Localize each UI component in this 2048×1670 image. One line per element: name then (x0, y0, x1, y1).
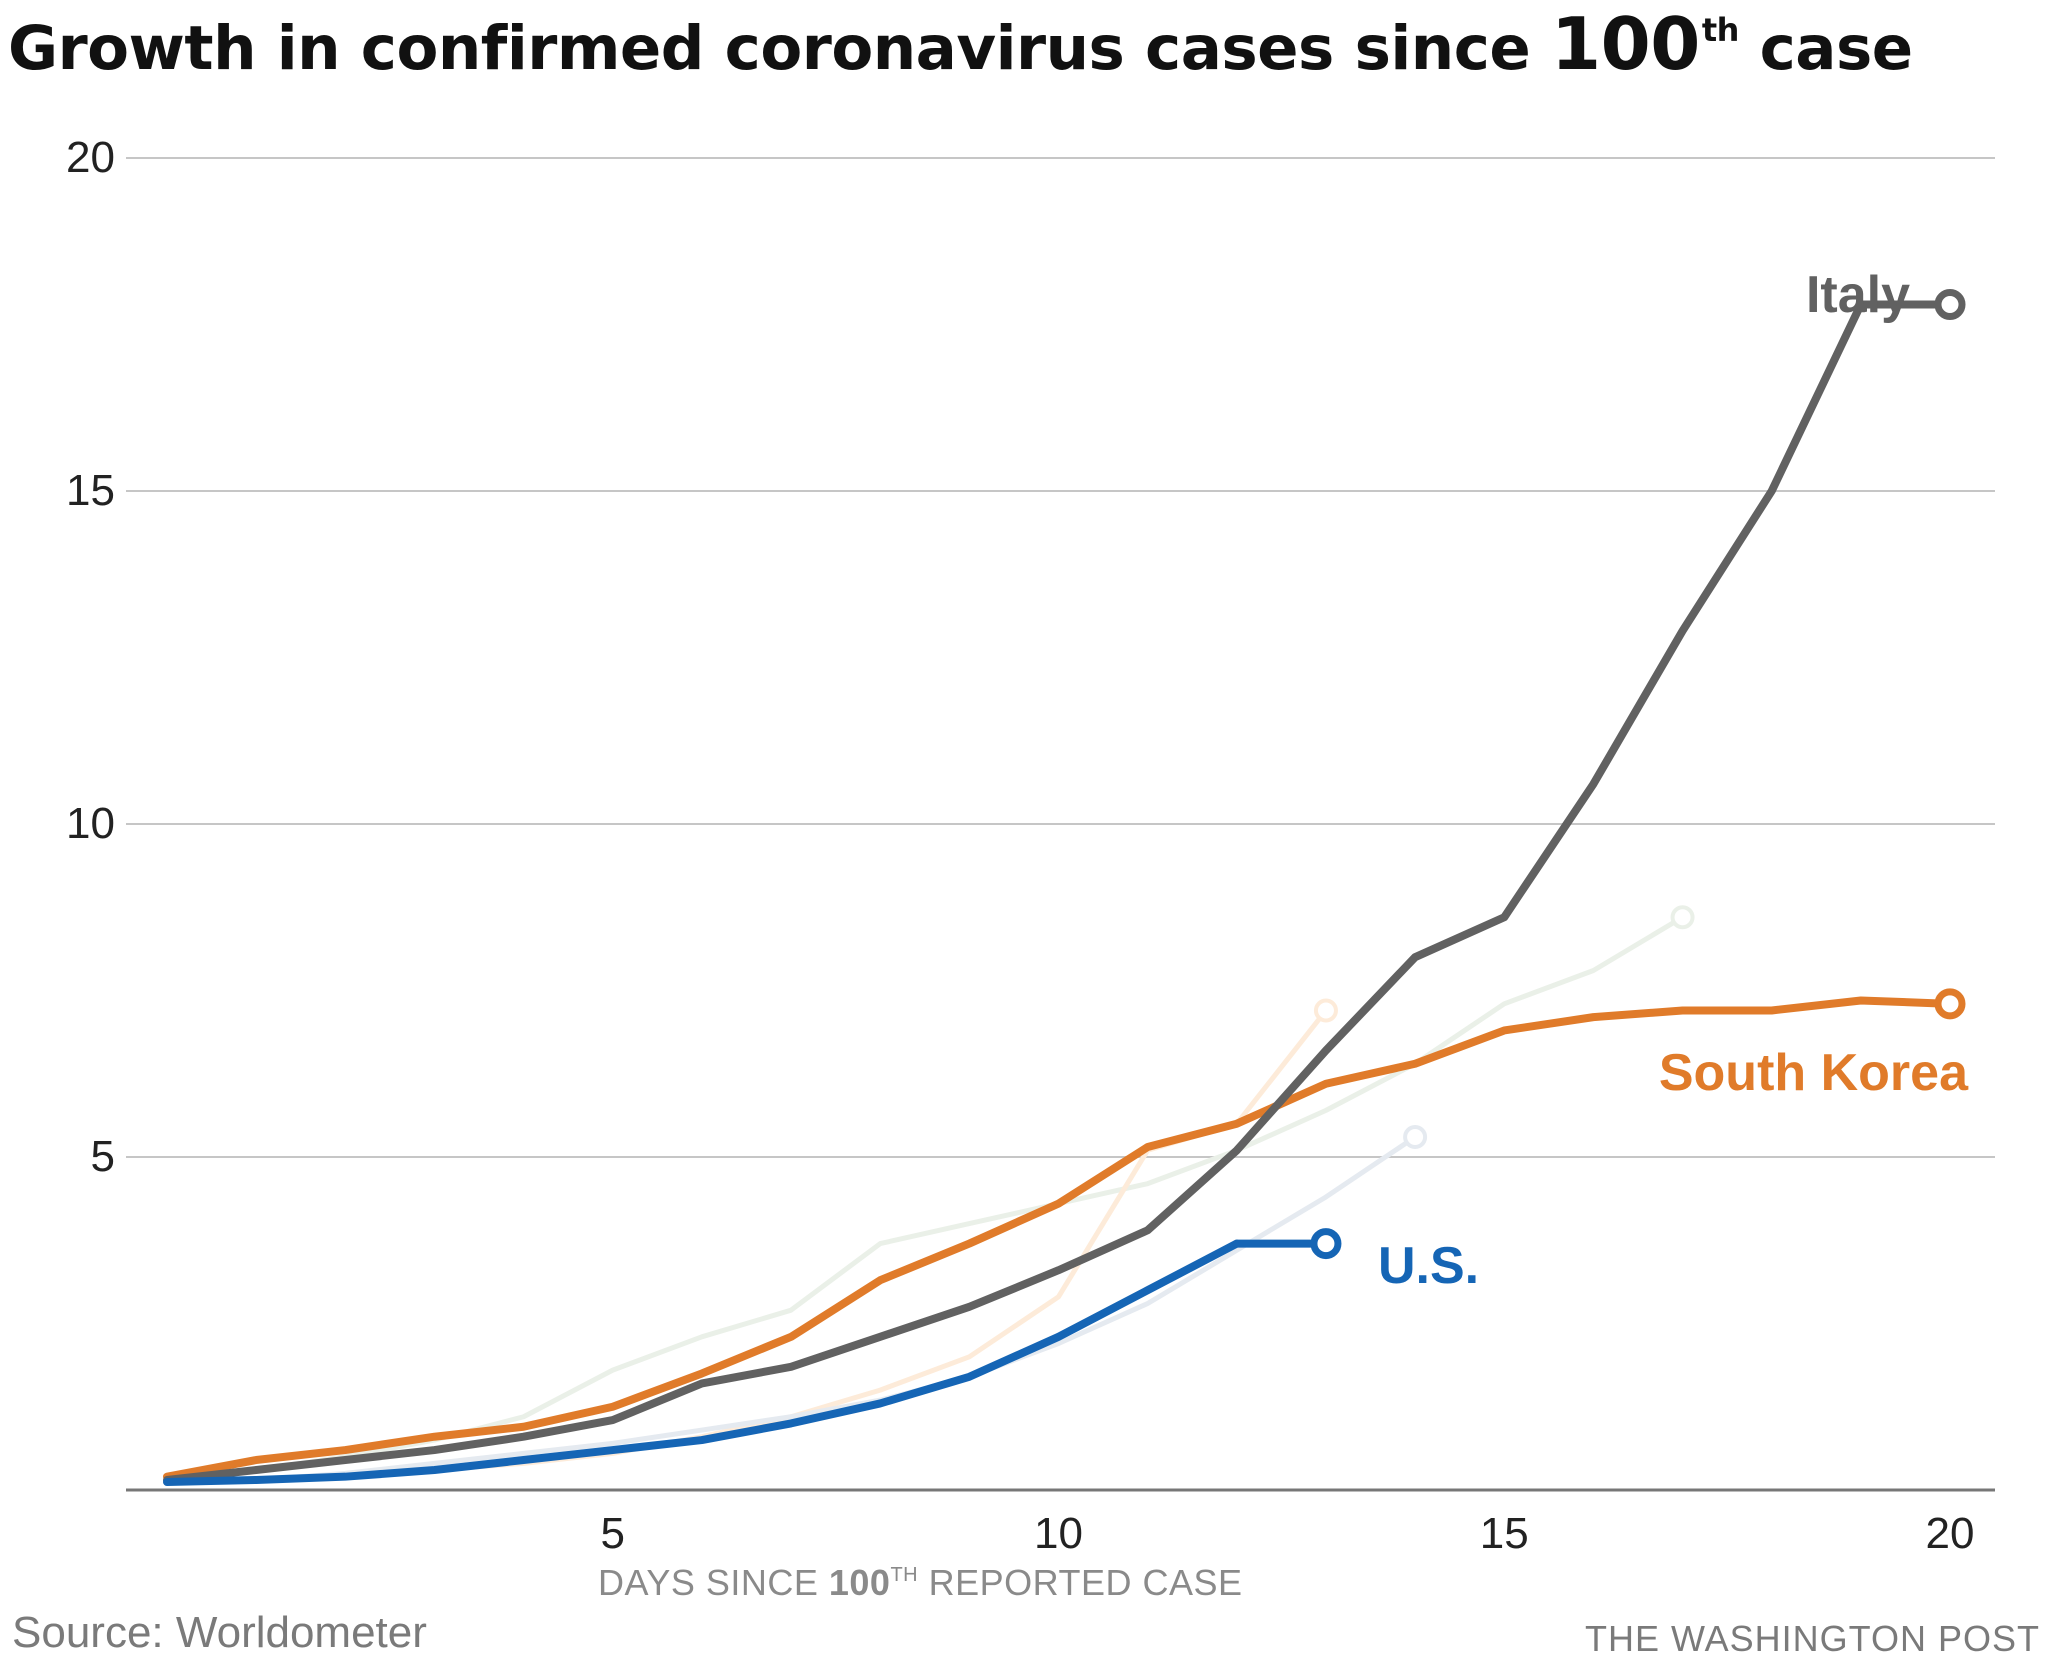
y-tick-15: 15 (66, 466, 115, 515)
y-tick-20: 20 (66, 133, 115, 182)
publisher-credit: THE WASHINGTON POST (1584, 1618, 2040, 1659)
gridlines (126, 157, 1995, 1158)
y-tick-labels: 5 10 15 20 (66, 133, 115, 1181)
x-axis-title-suffix: REPORTED CASE (918, 1562, 1243, 1603)
series-end-marker-u-s (1310, 1228, 1342, 1260)
series-line-u-s (163, 1239, 1241, 1487)
label-italy: Italy (1806, 266, 1910, 324)
x-tick-labels: 5 10 15 20 (601, 1509, 1975, 1558)
y-tick-10: 10 (66, 799, 115, 848)
title-text: Growth in confirmed coronavirus cases si… (8, 13, 1552, 84)
series-end-marker-south-korea (1934, 988, 1966, 1020)
series-line-other-1 (164, 1007, 1329, 1486)
label-us: U.S. (1378, 1237, 1479, 1295)
x-axis-title-superscript: TH (890, 1564, 919, 1586)
series-end-marker-other-2 (1403, 1125, 1428, 1150)
label-south-korea: South Korea (1659, 1044, 1969, 1102)
chart-title: Growth in confirmed coronavirus cases si… (8, 2, 2038, 86)
x-axis-title-number: 100 (828, 1562, 891, 1603)
highlighted-series (163, 289, 1966, 1487)
series-line-other-0 (164, 914, 1686, 1483)
series-line-south-korea (163, 996, 1954, 1481)
x-axis-title-text: DAYS SINCE (598, 1562, 829, 1603)
series-end-marker-other-0 (1670, 905, 1695, 930)
series-end-labels: Italy South Korea U.S. (1378, 266, 1969, 1295)
source-note: Source: Worldometer (12, 1608, 427, 1657)
title-number: 100 (1551, 2, 1700, 86)
series-line-other-2 (164, 1134, 1418, 1486)
title-superscript: th (1701, 11, 1740, 49)
series-line-italy (163, 300, 1865, 1485)
background-series (164, 905, 1695, 1486)
series-end-marker-italy (1934, 289, 1966, 321)
y-tick-5: 5 (91, 1132, 115, 1181)
x-tick-15: 15 (1480, 1509, 1529, 1558)
x-tick-10: 10 (1034, 1509, 1083, 1558)
x-tick-20: 20 (1926, 1509, 1975, 1558)
x-axis-title: DAYS SINCE 100TH REPORTED CASE (598, 1562, 1243, 1604)
series-end-marker-other-1 (1313, 998, 1338, 1023)
x-tick-5: 5 (601, 1509, 625, 1558)
title-suffix: case (1738, 13, 1914, 84)
